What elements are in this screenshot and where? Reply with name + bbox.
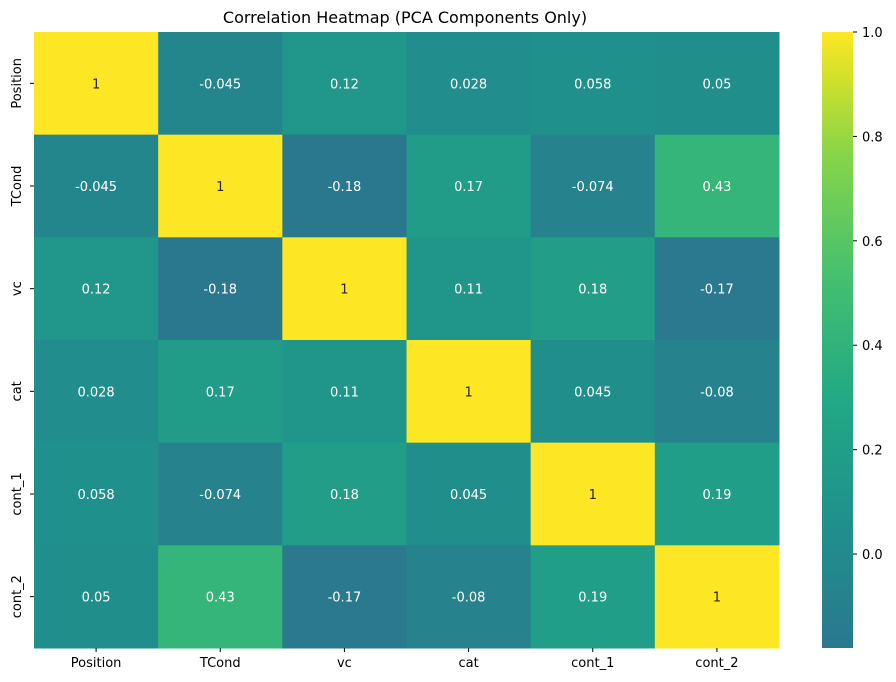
heatmap-cell — [158, 237, 283, 341]
heatmap-cell — [530, 134, 656, 238]
x-tick-label: vc — [337, 656, 352, 671]
heatmap-cell — [158, 442, 283, 546]
cell-annotation: 1 — [92, 77, 100, 92]
cell-annotation: -0.17 — [328, 591, 362, 606]
heatmap-cell — [406, 442, 532, 546]
cell-annotation: 1 — [589, 488, 597, 503]
cell-annotation: -0.17 — [700, 283, 734, 298]
y-tick-label: cont_2 — [10, 575, 25, 618]
heatmap-cell — [654, 545, 780, 649]
heatmap-annotations: 1 -0.045 0.12 0.028 0.058 0.05 -0.045 1 -0.18 0.1… — [75, 77, 734, 605]
cell-annotation: -0.08 — [700, 385, 734, 400]
heatmap-cell — [34, 134, 159, 238]
cell-annotation: 0.058 — [574, 77, 611, 92]
cell-annotation: 0.028 — [77, 385, 114, 400]
heatmap-cell — [282, 134, 407, 238]
cell-annotation: 0.05 — [82, 591, 111, 606]
chart-title: Correlation Heatmap (PCA Components Only… — [223, 8, 587, 27]
cell-annotation: 0.12 — [82, 283, 111, 298]
cell-annotation: -0.18 — [328, 180, 362, 195]
x-tick-label: cont_1 — [571, 656, 614, 671]
cell-annotation: 0.11 — [454, 283, 483, 298]
heatmap-cell — [34, 442, 159, 546]
cell-annotation: 1 — [216, 180, 224, 195]
y-axis: Position TCond vc cat cont_1 cont_2 — [10, 58, 34, 618]
colorbar-tick-label: 0.4 — [862, 339, 883, 354]
heatmap-cell — [34, 340, 159, 444]
cell-annotation: -0.045 — [75, 180, 117, 195]
heatmap-cell — [282, 340, 407, 444]
heatmap-cell — [654, 134, 780, 238]
x-tick-label: TCond — [199, 656, 241, 671]
y-tick-label: cont_1 — [10, 472, 25, 515]
colorbar-tick-label: 0.2 — [862, 444, 883, 459]
colorbar: 0.0 0.2 0.4 0.6 0.8 1.0 — [822, 26, 883, 648]
cell-annotation: 0.12 — [330, 77, 359, 92]
cell-annotation: 0.058 — [77, 488, 114, 503]
heatmap-cells — [34, 32, 780, 649]
colorbar-tick-label: 1.0 — [862, 26, 883, 41]
cell-annotation: 0.045 — [450, 488, 487, 503]
heatmap-cell — [158, 340, 283, 444]
cell-annotation: 0.045 — [574, 385, 611, 400]
cell-annotation: 1 — [464, 385, 472, 400]
cell-annotation: 0.43 — [702, 180, 731, 195]
y-tick-label: TCond — [10, 166, 25, 208]
heatmap-cell — [34, 237, 159, 341]
heatmap-cell — [406, 545, 532, 649]
colorbar-tick-label: 0.8 — [862, 130, 883, 145]
y-tick-label: cat — [10, 381, 25, 401]
heatmap-cell — [282, 32, 407, 136]
x-tick-label: Position — [71, 656, 122, 671]
cell-annotation: 0.17 — [206, 385, 235, 400]
heatmap-cell — [406, 340, 532, 444]
heatmap-cell — [282, 545, 407, 649]
cell-annotation: -0.074 — [572, 180, 614, 195]
heatmap-cell — [654, 442, 780, 546]
colorbar-gradient — [822, 32, 853, 648]
cell-annotation: 1 — [713, 591, 721, 606]
y-tick-label: Position — [10, 58, 25, 109]
cell-annotation: -0.045 — [199, 77, 241, 92]
x-tick-label: cont_2 — [695, 656, 738, 671]
cell-annotation: 0.19 — [702, 488, 731, 503]
heatmap-cell — [158, 32, 283, 136]
x-tick-label: cat — [458, 656, 478, 671]
cell-annotation: 0.43 — [206, 591, 235, 606]
heatmap-cell — [654, 32, 780, 136]
cell-annotation: 0.18 — [578, 283, 607, 298]
heatmap-cell — [530, 340, 656, 444]
heatmap-cell — [530, 237, 656, 341]
heatmap-cell — [34, 545, 159, 649]
cell-annotation: 0.05 — [702, 77, 731, 92]
heatmap-cell — [282, 237, 407, 341]
cell-annotation: -0.074 — [199, 488, 241, 503]
cell-annotation: 0.17 — [454, 180, 483, 195]
x-axis: Position TCond vc cat cont_1 cont_2 — [71, 648, 739, 671]
heatmap-cell — [158, 545, 283, 649]
cell-annotation: 0.028 — [450, 77, 487, 92]
heatmap-cell — [34, 32, 159, 136]
cell-annotation: 0.11 — [330, 385, 359, 400]
heatmap-cell — [530, 545, 656, 649]
heatmap-cell — [406, 134, 532, 238]
heatmap-cell — [406, 237, 532, 341]
heatmap-cell — [530, 442, 656, 546]
heatmap-cell — [406, 32, 532, 136]
cell-annotation: 0.18 — [330, 488, 359, 503]
heatmap-cell — [158, 134, 283, 238]
heatmap-cell — [654, 237, 780, 341]
cell-annotation: -0.08 — [452, 591, 486, 606]
y-tick-label: vc — [10, 281, 25, 296]
colorbar-tick-label: 0.6 — [862, 235, 883, 250]
cell-annotation: -0.18 — [203, 283, 237, 298]
heatmap-cell — [654, 340, 780, 444]
heatmap-cell — [530, 32, 656, 136]
cell-annotation: 0.19 — [578, 591, 607, 606]
heatmap-cell — [282, 442, 407, 546]
cell-annotation: 1 — [340, 283, 348, 298]
colorbar-tick-label: 0.0 — [862, 548, 883, 563]
